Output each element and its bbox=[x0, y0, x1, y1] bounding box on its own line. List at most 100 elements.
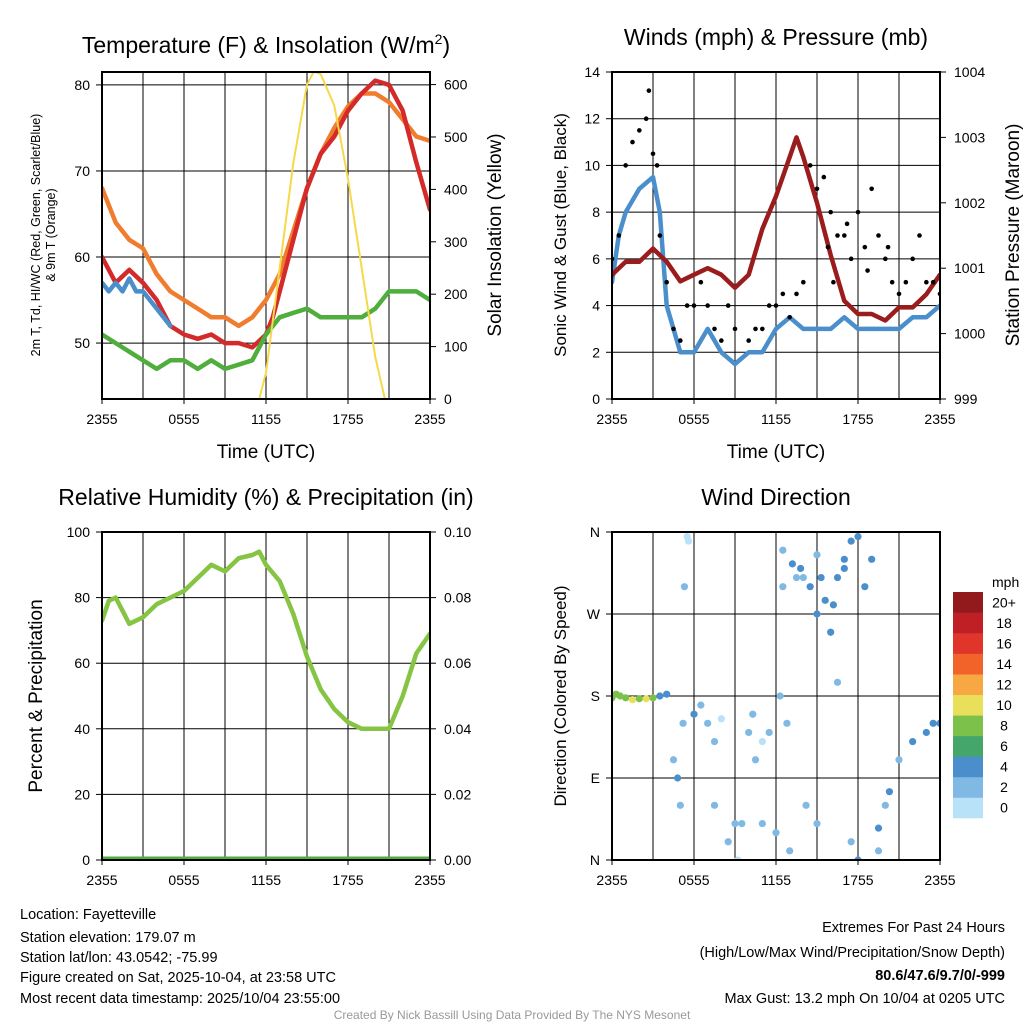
temperature-x-tick-label: 1155 bbox=[251, 411, 281, 427]
wind-direction-point bbox=[909, 737, 917, 746]
wind-direction-point bbox=[821, 596, 829, 604]
colorbar-label: 2 bbox=[1000, 779, 1008, 795]
gust-point bbox=[825, 244, 831, 250]
humidity-x-tick-label: 2355 bbox=[86, 872, 117, 888]
direction-y-tick-label: N bbox=[590, 852, 600, 868]
winds-right-tick-label: 1002 bbox=[954, 195, 985, 211]
gust-point bbox=[637, 128, 642, 133]
elevation-text: Station elevation: 179.07 m bbox=[20, 930, 196, 946]
gust-point bbox=[835, 233, 840, 238]
winds-y-tick-label: 8 bbox=[592, 204, 600, 220]
temperature-y-axis-title-line1: 2m T, Td, HI/WC (Red, Green, Scarlet/Blu… bbox=[29, 114, 43, 357]
gust-point bbox=[664, 279, 669, 285]
wind-direction-point bbox=[758, 819, 766, 828]
gust-point bbox=[855, 209, 861, 215]
wind-direction-point bbox=[684, 537, 693, 545]
wind-direction-point bbox=[833, 573, 842, 582]
direction-y-tick-label: E bbox=[591, 770, 600, 786]
wind-direction-panel-title: Wind Direction bbox=[701, 484, 851, 510]
temperature-x-tick-label: 0555 bbox=[168, 411, 199, 427]
humidity-x-tick-label: 1755 bbox=[332, 872, 363, 888]
direction-y-tick-label: S bbox=[591, 688, 600, 704]
wind-direction-point bbox=[929, 719, 937, 727]
wind-direction-point bbox=[776, 692, 784, 700]
colorbar-label: 18 bbox=[996, 615, 1012, 631]
wind-direction-point bbox=[861, 583, 869, 591]
colorbar-swatch bbox=[953, 797, 983, 819]
gust-point bbox=[883, 256, 888, 262]
temperature-right-tick-label: 400 bbox=[444, 181, 468, 197]
colorbar-label: 12 bbox=[996, 676, 1012, 692]
gust-point bbox=[865, 268, 870, 273]
humidity-y-tick-label: 80 bbox=[74, 590, 90, 606]
colorbar-label: 4 bbox=[1000, 759, 1008, 775]
gust-point bbox=[801, 279, 806, 285]
humidity-right-tick-label: 0.02 bbox=[444, 786, 471, 802]
gust-point bbox=[698, 279, 704, 285]
colorbar-label: 6 bbox=[1000, 738, 1008, 754]
wind-direction-point bbox=[799, 573, 807, 582]
temperature-x-tick-label: 1755 bbox=[332, 411, 363, 427]
colorbar-title: mph bbox=[992, 574, 1019, 590]
pressure-y-axis-title: Station Pressure (Maroon) bbox=[1003, 124, 1024, 347]
gust-point bbox=[930, 279, 936, 285]
gust-point bbox=[766, 303, 772, 308]
gust-point bbox=[917, 233, 922, 238]
wind-direction-point bbox=[885, 788, 894, 796]
wind-direction-point bbox=[868, 555, 876, 563]
direction-x-tick-label: 1755 bbox=[842, 872, 873, 888]
winds-series-sonic-wind bbox=[612, 174, 940, 367]
extremes-values: 80.6/47.6/9.7/0/-999 bbox=[875, 968, 1005, 984]
humidity-right-tick-label: 0.08 bbox=[444, 590, 471, 606]
gust-point bbox=[903, 279, 909, 285]
wind-direction-point bbox=[779, 546, 787, 554]
wind-direction-point bbox=[840, 555, 848, 563]
temperature-right-tick-label: 500 bbox=[444, 129, 468, 145]
gust-point bbox=[889, 279, 895, 285]
winds-y-tick-label: 6 bbox=[592, 251, 600, 267]
gust-point bbox=[831, 279, 836, 285]
temperature-series-9m-t bbox=[102, 91, 430, 329]
wind-direction-point bbox=[813, 551, 821, 559]
gust-point bbox=[719, 338, 724, 343]
humidity-right-tick-label: 0.04 bbox=[444, 721, 471, 737]
winds-x-tick-label: 1155 bbox=[761, 411, 791, 427]
gust-point bbox=[807, 163, 813, 168]
wind-direction-point bbox=[922, 728, 930, 737]
humidity-plot-frame bbox=[101, 531, 431, 861]
winds-x-tick-label: 1755 bbox=[842, 411, 873, 427]
temperature-x-tick-label: 2355 bbox=[414, 411, 445, 427]
temperature-right-tick-label: 0 bbox=[444, 391, 452, 407]
gust-point bbox=[773, 303, 779, 308]
humidity-plot-area bbox=[102, 549, 430, 860]
colorbar-swatch bbox=[953, 633, 983, 654]
winds-right-tick-label: 1000 bbox=[954, 326, 985, 342]
humidity-right-tick-label: 0.00 bbox=[444, 852, 471, 868]
humidity-y-tick-label: 20 bbox=[74, 786, 90, 802]
humidity-y-tick-label: 0 bbox=[82, 852, 90, 868]
colorbar-swatch bbox=[953, 694, 983, 716]
direction-x-tick-label: 2355 bbox=[596, 872, 627, 888]
gust-point bbox=[924, 279, 929, 285]
gust-point bbox=[684, 303, 690, 308]
wind-direction-point bbox=[674, 774, 682, 782]
winds-right-tick-label: 1004 bbox=[954, 64, 985, 80]
gust-point bbox=[630, 139, 635, 145]
wind-direction-point bbox=[854, 532, 862, 541]
colorbar-swatch bbox=[953, 653, 983, 675]
gust-point bbox=[896, 291, 902, 297]
temperature-x-axis-title: Time (UTC) bbox=[217, 442, 316, 463]
wind-direction-point bbox=[622, 694, 630, 702]
humidity-x-tick-label: 2355 bbox=[414, 872, 445, 888]
wind-direction-point bbox=[829, 601, 838, 609]
wind-direction-point bbox=[797, 564, 805, 573]
temperature-plot-area bbox=[102, 72, 430, 399]
max-gust-text: Max Gust: 13.2 mph On 10/04 at 0205 UTC bbox=[725, 991, 1005, 1007]
gust-point bbox=[725, 303, 731, 308]
winds-y-tick-label: 0 bbox=[592, 391, 600, 407]
direction-x-tick-label: 1155 bbox=[761, 872, 791, 888]
wind-direction-point bbox=[779, 583, 787, 591]
gust-point bbox=[654, 163, 660, 168]
wind-direction-point bbox=[813, 819, 821, 828]
